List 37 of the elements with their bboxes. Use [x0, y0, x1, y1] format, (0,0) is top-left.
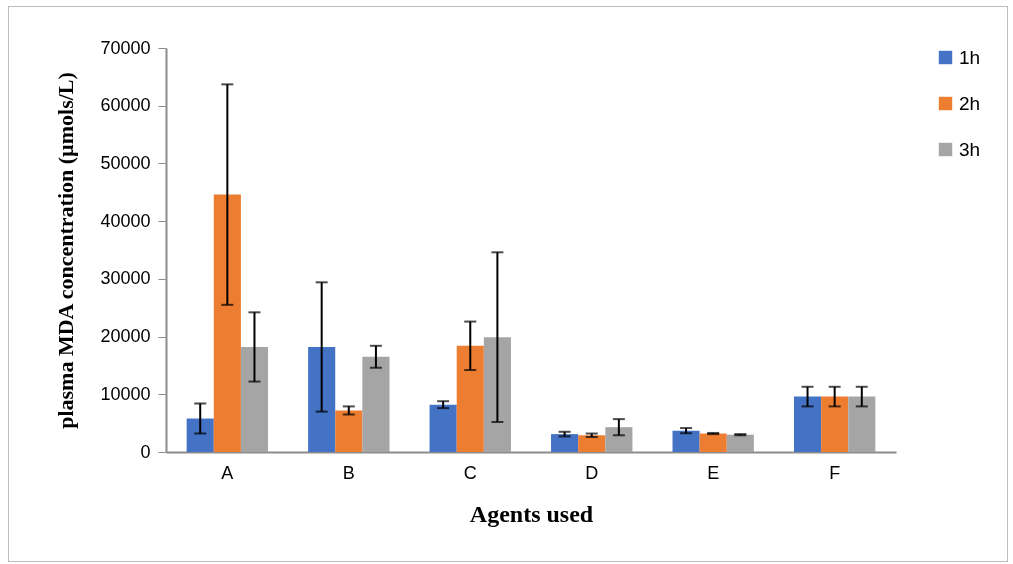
bar [429, 404, 457, 452]
bar [605, 427, 633, 452]
y-tick-label: 40000 [100, 210, 151, 231]
x-tick-label: A [221, 462, 234, 483]
x-tick-label: C [463, 462, 477, 483]
bar [483, 337, 511, 452]
y-tick-label: 10000 [100, 383, 151, 404]
y-tick-label: 50000 [100, 152, 151, 173]
bar [726, 434, 754, 452]
bar [578, 435, 606, 452]
x-tick-label: E [707, 462, 720, 483]
y-axis-title: plasma MDA concentration (µmols/L) [53, 72, 79, 429]
y-tick-label: 20000 [100, 326, 151, 347]
bar [308, 346, 336, 452]
x-tick-label: B [342, 462, 355, 483]
x-axis-title: Agents used [469, 500, 594, 527]
bar [362, 356, 390, 452]
bar [186, 418, 214, 452]
bar [848, 396, 876, 452]
y-tick-label: 0 [140, 441, 151, 462]
bar [213, 194, 241, 452]
bar [335, 410, 363, 452]
x-tick-label: D [585, 462, 599, 483]
bar [699, 433, 727, 452]
y-tick-label: 30000 [100, 268, 151, 289]
legend-label: 3h [959, 138, 981, 160]
bar [551, 434, 579, 452]
bar [456, 345, 484, 452]
bar [793, 396, 822, 452]
y-tick-label: 60000 [100, 95, 151, 116]
legend-label: 1h [959, 46, 981, 68]
y-tick-label: 70000 [100, 37, 151, 58]
bar [821, 396, 849, 452]
x-tick-label: F [829, 462, 841, 483]
bar [672, 430, 700, 452]
legend-label: 2h [959, 92, 981, 114]
bar [240, 346, 269, 452]
